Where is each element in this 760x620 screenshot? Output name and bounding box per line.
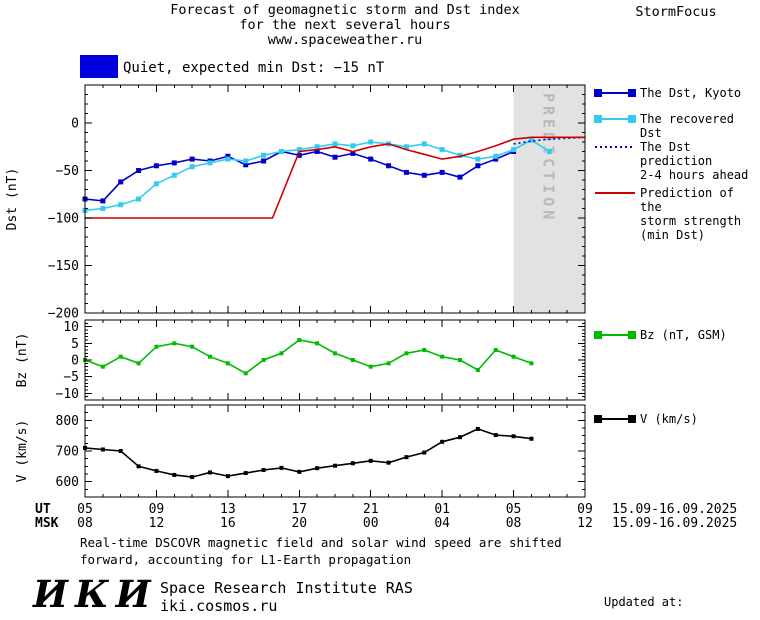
svg-text:16: 16 <box>220 516 236 531</box>
site-url: www.spaceweather.ru <box>267 32 423 48</box>
svg-text:15.09-16.09.2025: 15.09-16.09.2025 <box>612 516 737 531</box>
svg-text:01: 01 <box>434 502 450 517</box>
svg-text:−10: −10 <box>56 387 79 402</box>
svg-text:5: 5 <box>71 337 79 352</box>
legend-storm-prediction: Prediction of the storm strength (min Ds… <box>594 186 760 242</box>
svg-text:21: 21 <box>363 502 379 517</box>
svg-text:09: 09 <box>577 502 593 517</box>
svg-text:−150: −150 <box>48 259 79 274</box>
legend-recovered-dst-label: The recovered Dst <box>640 112 734 140</box>
svg-text:V (km/s): V (km/s) <box>15 420 30 483</box>
svg-text:12: 12 <box>149 516 165 531</box>
svg-text:12: 12 <box>577 516 593 531</box>
title-line-1: Forecast of geomagnetic storm and Dst in… <box>170 2 520 18</box>
legend-dst-prediction: The Dst prediction 2-4 hours ahead <box>594 140 760 182</box>
dst-chart: PREDICTION 0 −50 −100 −150 −200 Dst (nT) <box>5 84 586 322</box>
quiet-status-label: Quiet, expected min Dst: −15 nT <box>123 60 385 76</box>
legend-storm-line1: Prediction of the <box>640 186 734 214</box>
svg-text:0: 0 <box>71 354 79 369</box>
svg-text:MSK: MSK <box>35 516 59 531</box>
svg-text:04: 04 <box>434 516 450 531</box>
title-line-2: for the next several hours <box>239 17 451 33</box>
propagation-note: Real-time DSCOVR magnetic field and sola… <box>80 534 562 568</box>
recovered-dst-swatch <box>594 115 636 123</box>
dst-kyoto-swatch <box>594 89 636 97</box>
svg-text:−200: −200 <box>48 307 79 322</box>
iki-logo: ИКИ <box>33 572 158 616</box>
svg-text:PREDICTION: PREDICTION <box>540 93 558 223</box>
legend-storm-line3: (min Dst) <box>640 228 706 242</box>
legend-dst-kyoto-label: The Dst, Kyoto <box>640 86 742 100</box>
legend-bz: Bz (nT, GSM) <box>594 328 727 342</box>
svg-text:700: 700 <box>56 445 79 460</box>
legend-recovered-dst: The recovered Dst <box>594 112 760 140</box>
v-chart: 800 700 600 V (km/s) <box>15 404 586 498</box>
legend-dst-prediction-line1: The Dst prediction <box>640 140 713 168</box>
legend-storm-line2: storm strength <box>640 214 742 228</box>
svg-text:09: 09 <box>149 502 165 517</box>
svg-text:20: 20 <box>291 516 307 531</box>
updated-block: Updated at: UT 05:05, 16.09.2025 MSK 08:… <box>604 562 756 620</box>
updated-at-label: Updated at: <box>604 595 684 609</box>
svg-text:00: 00 <box>363 516 379 531</box>
bz-swatch <box>594 331 636 339</box>
v-swatch <box>594 415 636 423</box>
institute-name: Space Research Institute RAS <box>160 579 413 597</box>
institute-site: iki.cosmos.ru <box>160 597 278 615</box>
storm-prediction-swatch <box>595 192 635 194</box>
dst-prediction-swatch <box>595 146 635 148</box>
legend-v-label: V (km/s) <box>640 412 698 426</box>
svg-text:10: 10 <box>63 320 79 335</box>
svg-text:08: 08 <box>506 516 522 531</box>
svg-text:05: 05 <box>77 502 93 517</box>
svg-text:13: 13 <box>220 502 236 517</box>
svg-text:Dst (nT): Dst (nT) <box>5 168 20 231</box>
quiet-status-swatch <box>80 55 118 78</box>
svg-text:−5: −5 <box>63 370 79 385</box>
svg-text:05: 05 <box>506 502 522 517</box>
svg-text:600: 600 <box>56 475 79 490</box>
bz-chart: 10 5 0−5 −10 Bz (nT) <box>15 319 586 402</box>
title-block: Forecast of geomagnetic storm and Dst in… <box>85 3 605 48</box>
legend-dst-prediction-line2: 2-4 hours ahead <box>640 168 749 182</box>
svg-text:800: 800 <box>56 414 79 429</box>
legend-v: V (km/s) <box>594 412 698 426</box>
legend-dst-kyoto: The Dst, Kyoto <box>594 86 741 100</box>
svg-text:−100: −100 <box>48 212 79 227</box>
propagation-note-line1: Real-time DSCOVR magnetic field and sola… <box>80 535 562 550</box>
svg-text:UT: UT <box>35 502 51 517</box>
legend-bz-label: Bz (nT, GSM) <box>640 328 727 342</box>
svg-text:0: 0 <box>71 117 79 132</box>
svg-text:08: 08 <box>77 516 93 531</box>
brand-stormfocus: StormFocus <box>635 4 717 20</box>
svg-text:−50: −50 <box>56 164 79 179</box>
svg-text:17: 17 <box>291 502 307 517</box>
svg-text:15.09-16.09.2025: 15.09-16.09.2025 <box>612 502 737 517</box>
svg-text:Bz (nT): Bz (nT) <box>15 333 30 388</box>
propagation-note-line2: forward, accounting for L1-Earth propaga… <box>80 552 412 567</box>
